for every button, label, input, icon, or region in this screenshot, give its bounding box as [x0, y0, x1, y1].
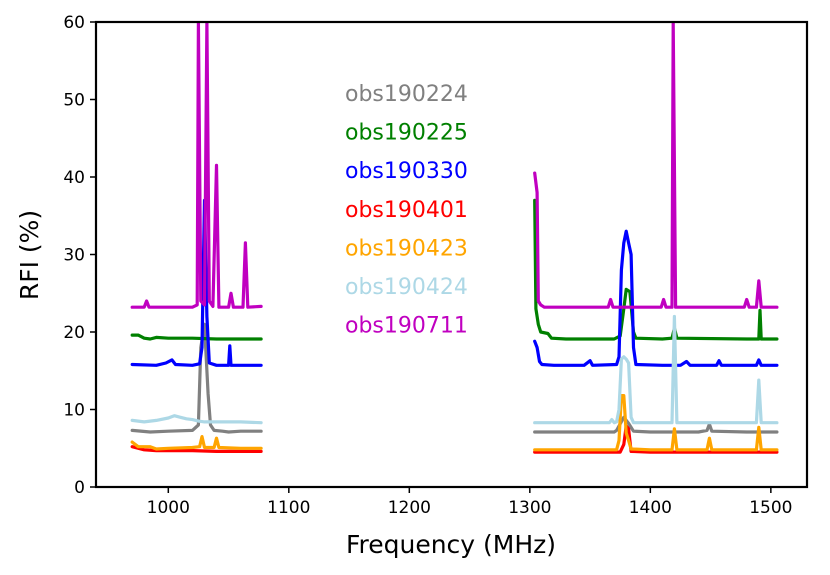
- y-axis-ticks: 0 10 20 30 40 50 60: [63, 13, 96, 498]
- legend-entry-obs190401: obs190401: [345, 198, 468, 223]
- legend-entry-obs190330: obs190330: [345, 159, 468, 184]
- series-line-obs190401-seg0: [130, 445, 263, 453]
- x-tick-label-1000: 1000: [147, 498, 190, 518]
- legend-entry-obs190225: obs190225: [345, 121, 468, 146]
- x-axis-label: Frequency (MHz): [346, 530, 556, 559]
- series-line-obs190423-seg1: [533, 394, 779, 452]
- series-line-obs190225-seg0: [130, 333, 263, 341]
- legend-entry-obs190424: obs190424: [345, 275, 468, 300]
- series-line-obs190224-seg1: [533, 415, 779, 434]
- legend-entry-obs190224: obs190224: [345, 82, 468, 107]
- series-line-obs190423-seg0: [130, 435, 263, 451]
- legend: obs190224 obs190225 obs190330 obs190401 obs1…: [345, 82, 468, 339]
- legend-entry-obs190423: obs190423: [345, 236, 468, 261]
- x-tick-label-1300: 1300: [508, 498, 551, 518]
- y-tick-label-30: 30: [63, 246, 85, 266]
- y-tick-label-20: 20: [63, 323, 85, 343]
- x-tick-label-1200: 1200: [388, 498, 431, 518]
- y-tick-label-60: 60: [63, 13, 85, 33]
- series-line-obs190711-seg1: [533, 22, 779, 309]
- series-line-obs190424-seg1: [533, 314, 779, 425]
- series-line-obs190401-seg1: [533, 424, 779, 454]
- y-tick-label-10: 10: [63, 401, 85, 421]
- y-tick-label-0: 0: [74, 478, 85, 498]
- legend-entry-obs190711: obs190711: [345, 314, 468, 339]
- x-tick-label-1500: 1500: [749, 498, 792, 518]
- y-tick-label-40: 40: [63, 168, 85, 188]
- series-line-obs190224-seg0: [130, 322, 263, 434]
- series-line-obs190330-seg1: [533, 229, 779, 367]
- series-layer: [130, 22, 779, 454]
- series-line-obs190424-seg0: [130, 414, 263, 425]
- x-tick-label-1100: 1100: [267, 498, 310, 518]
- series-line-obs190225-seg1: [533, 198, 779, 341]
- x-axis-ticks: 1000 1100 1200 1300 1400 1500: [147, 487, 792, 518]
- x-tick-label-1400: 1400: [629, 498, 672, 518]
- y-tick-label-50: 50: [63, 91, 85, 111]
- y-axis-label: RFI (%): [15, 210, 44, 300]
- series-line-obs190711-seg0: [130, 22, 263, 309]
